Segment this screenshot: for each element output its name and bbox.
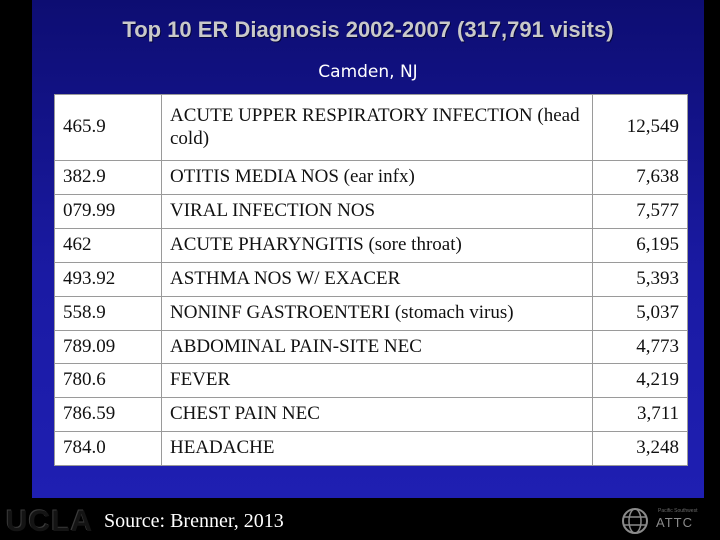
diagnosis-description-cell: OTITIS MEDIA NOS (ear infx) xyxy=(161,160,593,196)
visit-count-cell: 3,711 xyxy=(592,397,688,433)
diagnosis-description-cell: ASTHMA NOS W/ EXACER xyxy=(161,261,593,297)
diagnosis-code-cell: 789.09 xyxy=(54,329,162,365)
diagnosis-table: 465.9 ACUTE UPPER RESPIRATORY INFECTION (… xyxy=(54,93,688,466)
diagnosis-code-cell: 558.9 xyxy=(54,295,162,331)
diagnosis-code-cell: 493.92 xyxy=(54,261,162,297)
attc-wordmark: ATTC xyxy=(656,515,693,530)
visit-count-cell: 7,577 xyxy=(592,194,688,229)
diagnosis-code-cell: 786.59 xyxy=(54,397,162,433)
ucla-logo: UCLA xyxy=(6,505,94,538)
diagnosis-description-cell: VIRAL INFECTION NOS xyxy=(161,194,593,229)
table-row: 789.09 ABDOMINAL PAIN-SITE NEC 4,773 xyxy=(54,329,688,365)
diagnosis-description-cell: CHEST PAIN NEC xyxy=(161,397,593,433)
table-row: 780.6 FEVER 4,219 xyxy=(54,363,688,399)
table-row: 465.9 ACUTE UPPER RESPIRATORY INFECTION (… xyxy=(54,93,688,162)
diagnosis-code-cell: 079.99 xyxy=(54,194,162,229)
diagnosis-code-cell: 382.9 xyxy=(54,160,162,196)
source-citation: Source: Brenner, 2013 xyxy=(104,510,284,532)
table-row: 786.59 CHEST PAIN NEC 3,711 xyxy=(54,397,688,433)
diagnosis-code-cell: 780.6 xyxy=(54,363,162,399)
diagnosis-description-cell: HEADACHE xyxy=(161,431,593,466)
slide-background: Top 10 ER Diagnosis 2002-2007 (317,791 v… xyxy=(32,0,704,498)
visit-count-cell: 4,219 xyxy=(592,363,688,399)
visit-count-cell: 5,393 xyxy=(592,261,688,297)
visit-count-cell: 5,037 xyxy=(592,295,688,331)
slide-title: Top 10 ER Diagnosis 2002-2007 (317,791 v… xyxy=(122,17,614,42)
diagnosis-code-cell: 465.9 xyxy=(54,93,162,162)
visit-count-cell: 7,638 xyxy=(592,160,688,196)
diagnosis-description-cell: ACUTE UPPER RESPIRATORY INFECTION (head … xyxy=(161,93,593,162)
table-row: 558.9 NONINF GASTROENTERI (stomach virus)… xyxy=(54,295,688,331)
visit-count-cell: 3,248 xyxy=(592,431,688,466)
table-row: 382.9 OTITIS MEDIA NOS (ear infx) 7,638 xyxy=(54,160,688,196)
globe-icon xyxy=(622,508,648,534)
diagnosis-description-cell: ACUTE PHARYNGITIS (sore throat) xyxy=(161,227,593,263)
diagnosis-description-cell: NONINF GASTROENTERI (stomach virus) xyxy=(161,295,593,331)
diagnosis-description-cell: ABDOMINAL PAIN-SITE NEC xyxy=(161,329,593,365)
slide-subtitle: Camden, NJ xyxy=(318,62,418,82)
attc-region-label: Pacific Southwest xyxy=(658,508,698,514)
diagnosis-code-cell: 784.0 xyxy=(54,431,162,466)
table-row: 079.99 VIRAL INFECTION NOS 7,577 xyxy=(54,194,688,229)
visit-count-cell: 6,195 xyxy=(592,227,688,263)
diagnosis-code-cell: 462 xyxy=(54,227,162,263)
visit-count-cell: 12,549 xyxy=(592,93,688,162)
visit-count-cell: 4,773 xyxy=(592,329,688,365)
table-row: 784.0 HEADACHE 3,248 xyxy=(54,431,688,466)
table-row: 462 ACUTE PHARYNGITIS (sore throat) 6,195 xyxy=(54,227,688,263)
diagnosis-description-cell: FEVER xyxy=(161,363,593,399)
table-row: 493.92 ASTHMA NOS W/ EXACER 5,393 xyxy=(54,261,688,297)
attc-logo: Pacific Southwest ATTC xyxy=(620,506,716,536)
